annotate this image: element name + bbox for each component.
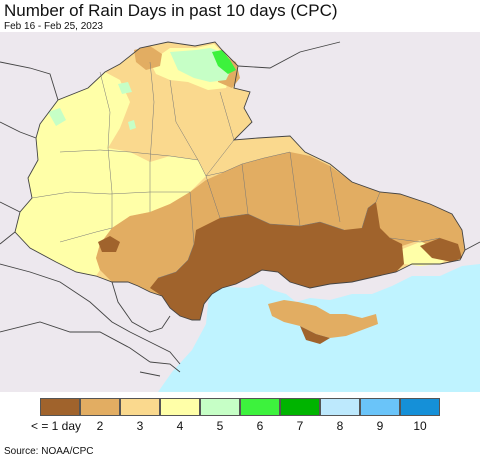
legend-label-3: 3 [136,419,144,433]
southwest-border [0,321,151,363]
zone-1-east [420,238,462,262]
belarus-border [0,61,59,101]
legend-swatch-1 [40,398,80,416]
legend-swatch-6 [240,398,280,416]
rain-days-map [0,32,480,392]
legend-label-1: < = 1 day [30,419,82,433]
zone-6-north [212,50,236,74]
oblast-borders [31,61,441,279]
legend-label-7: 7 [296,419,304,433]
source-credit: Source: NOAA/CPC [4,446,94,457]
legend-swatch-4 [160,398,200,416]
legend-label-4: 4 [176,419,184,433]
zone-1-west-spot [98,236,120,252]
map-subtitle: Feb 16 - Feb 25, 2023 [4,21,103,32]
legend-swatch-2 [80,398,120,416]
zone-2-north-a [134,46,162,70]
legend-swatch-3 [120,398,160,416]
zone-5-nw-b [118,82,132,94]
legend-label-8: 8 [336,419,344,433]
zone-1-south [150,202,404,320]
russia-border-east [464,241,480,251]
crimea-south [300,326,330,344]
poland-slovakia-border [0,121,37,213]
bulgaria-border [139,361,181,377]
legend-label-10: 10 [413,419,427,433]
legend-swatch-10 [400,398,440,416]
russia-border-north [237,41,341,69]
crimea [268,300,378,338]
legend-label-6: 6 [256,419,264,433]
ukraine-border [14,41,466,321]
legend-label-5: 5 [216,419,224,433]
legend-label-9: 9 [376,419,384,433]
legend-swatch-7 [280,398,320,416]
legend-swatch-9 [360,398,400,416]
legend-label-2: 2 [96,419,104,433]
zone-5-nw-a [48,108,66,126]
romania-border [0,231,181,365]
legend: < = 1 day 2 3 4 5 6 7 8 9 10 [0,392,480,442]
legend-swatch-8 [320,398,360,416]
zone-5-nw-c [128,120,136,130]
map-title: Number of Rain Days in past 10 days (CPC… [4,1,338,20]
moldova-border [111,281,171,333]
borders [0,41,480,377]
legend-swatch-5 [200,398,240,416]
